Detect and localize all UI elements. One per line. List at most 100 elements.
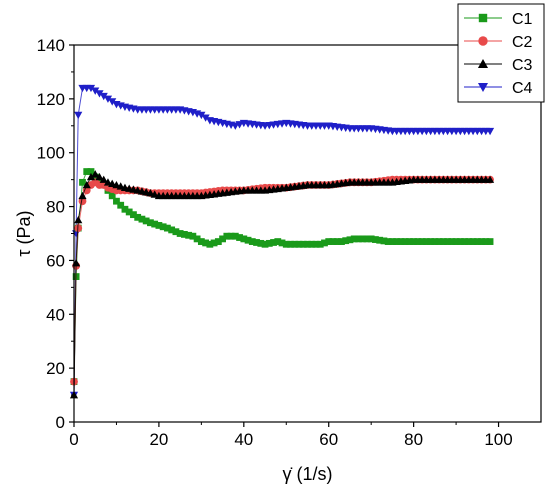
data-point-c1 bbox=[180, 230, 188, 238]
data-point-c1 bbox=[359, 235, 367, 243]
axes-layer: 0 20 40 60 80 100 0 20 40 60 80 100 120 140 bbox=[37, 36, 542, 449]
data-point-c4 bbox=[201, 114, 210, 122]
data-point-c1 bbox=[197, 238, 205, 245]
data-point-c4 bbox=[108, 98, 117, 106]
data-point-c1 bbox=[363, 235, 371, 243]
data-point-c1 bbox=[456, 238, 464, 245]
data-point-c1 bbox=[444, 238, 451, 245]
series-c4 bbox=[69, 84, 495, 400]
data-point-c1 bbox=[253, 239, 260, 246]
x-tick-label: 20 bbox=[149, 430, 168, 449]
data-point-c4 bbox=[197, 111, 206, 120]
data-point-c3 bbox=[95, 172, 104, 181]
y-tick-label: 0 bbox=[56, 413, 65, 432]
data-point-c1 bbox=[422, 238, 430, 245]
data-point-c1 bbox=[248, 238, 256, 245]
data-point-c1 bbox=[384, 238, 392, 245]
data-point-c1 bbox=[138, 215, 146, 223]
data-point-c1 bbox=[189, 232, 197, 240]
legend-label-c4: C4 bbox=[512, 80, 533, 97]
legend-marker-c4 bbox=[477, 82, 489, 93]
data-point-c2 bbox=[78, 197, 87, 206]
data-point-c1 bbox=[147, 219, 154, 227]
data-point-c1 bbox=[338, 238, 345, 245]
data-point-c1 bbox=[299, 240, 307, 248]
data-point-c1 bbox=[295, 240, 303, 248]
data-point-c1 bbox=[478, 238, 485, 245]
data-point-c1 bbox=[346, 236, 354, 244]
data-point-c1 bbox=[231, 232, 239, 240]
data-point-c1 bbox=[439, 238, 447, 245]
data-point-c1 bbox=[176, 230, 184, 237]
y-tick-label: 100 bbox=[37, 144, 65, 163]
data-point-c1 bbox=[287, 240, 294, 248]
data-point-c1 bbox=[113, 197, 120, 205]
y-tick-label: 60 bbox=[46, 251, 65, 270]
data-point-c1 bbox=[355, 235, 362, 243]
data-point-c1 bbox=[117, 201, 125, 209]
legend-marker-c2 bbox=[478, 36, 488, 46]
data-point-c1 bbox=[333, 238, 341, 245]
data-point-c1 bbox=[325, 238, 333, 245]
data-point-c1 bbox=[240, 235, 248, 243]
data-point-c1 bbox=[270, 239, 277, 246]
data-point-c1 bbox=[431, 238, 439, 245]
data-point-c1 bbox=[202, 239, 210, 247]
data-point-c1 bbox=[401, 238, 409, 245]
data-point-c1 bbox=[486, 238, 494, 245]
data-point-c1 bbox=[79, 178, 86, 186]
legend-label-c2: C2 bbox=[512, 34, 533, 51]
data-point-c1 bbox=[304, 240, 311, 248]
data-point-c1 bbox=[448, 238, 456, 245]
series-line-c1 bbox=[73, 171, 491, 382]
data-point-c1 bbox=[312, 240, 320, 248]
data-point-c4 bbox=[103, 95, 113, 103]
data-point-c1 bbox=[342, 237, 350, 245]
data-point-c1 bbox=[405, 238, 413, 245]
data-point-c1 bbox=[427, 238, 435, 245]
x-tick-label: 0 bbox=[69, 430, 78, 449]
series-c2 bbox=[70, 175, 494, 386]
data-point-c1 bbox=[435, 238, 443, 245]
data-point-c1 bbox=[236, 234, 243, 241]
data-point-c1 bbox=[389, 238, 396, 245]
data-point-c1 bbox=[414, 238, 422, 245]
data-point-c4 bbox=[86, 84, 96, 93]
data-point-c1 bbox=[83, 168, 91, 175]
data-point-c1 bbox=[134, 213, 142, 221]
data-point-c1 bbox=[227, 232, 235, 240]
data-point-c1 bbox=[244, 236, 252, 244]
legend-label-c1: C1 bbox=[512, 11, 533, 28]
series-c3 bbox=[69, 170, 495, 399]
data-point-c1 bbox=[223, 232, 231, 240]
data-point-c1 bbox=[278, 239, 286, 247]
data-point-c3 bbox=[91, 170, 100, 178]
data-point-c1 bbox=[164, 224, 171, 232]
data-point-c1 bbox=[151, 220, 159, 228]
data-point-c1 bbox=[185, 231, 193, 239]
legend-marker-c1 bbox=[478, 13, 488, 23]
data-point-c4 bbox=[95, 90, 104, 98]
y-tick-label: 40 bbox=[46, 305, 65, 324]
data-point-c1 bbox=[380, 237, 388, 245]
data-point-c1 bbox=[193, 235, 201, 243]
data-point-c4 bbox=[485, 127, 495, 136]
data-point-c4 bbox=[91, 87, 100, 95]
data-point-c3 bbox=[86, 172, 96, 181]
data-point-c1 bbox=[142, 217, 150, 225]
data-point-c1 bbox=[367, 235, 375, 243]
data-point-c1 bbox=[376, 236, 384, 244]
data-point-c1 bbox=[108, 192, 116, 200]
data-point-c1 bbox=[482, 238, 490, 245]
data-point-c3 bbox=[78, 191, 87, 200]
data-point-c1 bbox=[125, 208, 133, 216]
data-point-c1 bbox=[350, 235, 358, 243]
data-point-c1 bbox=[261, 240, 269, 248]
data-point-c1 bbox=[155, 222, 163, 229]
data-point-c1 bbox=[265, 239, 273, 247]
x-tick-label: 40 bbox=[234, 430, 253, 449]
y-tick-label: 80 bbox=[46, 198, 65, 217]
data-point-c3 bbox=[99, 175, 108, 183]
y-tick-label: 140 bbox=[37, 36, 65, 55]
data-point-c1 bbox=[219, 235, 226, 243]
